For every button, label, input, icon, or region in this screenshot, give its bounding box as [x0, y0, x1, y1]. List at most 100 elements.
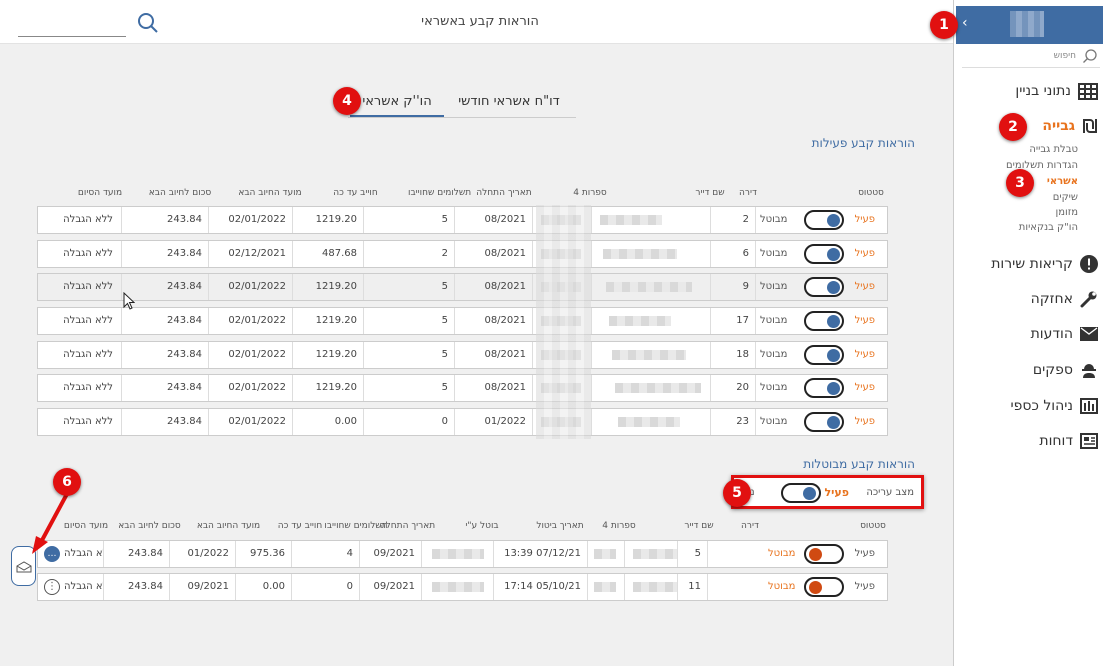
- annotation-badge: 2: [999, 113, 1027, 141]
- cell-four: [587, 541, 624, 567]
- sidebar-sub-bank[interactable]: הו"ק בנקאיות: [1018, 222, 1078, 233]
- end-date-value: ללא הגבלה: [63, 315, 113, 326]
- cell-next_amount: 243.84: [121, 274, 208, 300]
- status-toggle[interactable]: [804, 244, 844, 264]
- shekel-icon: [1083, 119, 1097, 133]
- sidebar-item-suppliers[interactable]: ספקים: [1033, 359, 1098, 381]
- send-envelope-button[interactable]: [11, 546, 36, 586]
- cell-next_date: 02/12/2021: [208, 241, 292, 267]
- status-toggle[interactable]: [804, 277, 844, 297]
- status-active-label: פעיל: [854, 281, 875, 292]
- cell-next_date: 02/01/2022: [208, 342, 292, 368]
- sidebar-sub-settings[interactable]: הגדרות תשלומים: [1006, 160, 1078, 171]
- cell-apt: 17: [710, 308, 755, 334]
- cell-start: 08/2021: [454, 274, 532, 300]
- sidebar-item-maintenance[interactable]: אחזקה: [1031, 288, 1098, 310]
- end-date-value: ללא הגבלה: [64, 548, 103, 559]
- column-header: בוטל ע"י: [465, 521, 499, 531]
- exclamation-icon: [1080, 255, 1098, 273]
- sidebar-sub-checks[interactable]: שיקים: [1052, 192, 1078, 203]
- status-toggle[interactable]: [804, 412, 844, 432]
- cell-end: ללא הגבלה⋮: [38, 409, 121, 435]
- cell-total: 1219.20: [292, 207, 363, 233]
- search-input[interactable]: [18, 36, 126, 37]
- sidebar-header[interactable]: ‹: [956, 6, 1103, 44]
- cell-start: 08/2021: [454, 375, 532, 401]
- cell-next_date: 09/2021: [169, 574, 235, 600]
- cell-total: 0.00: [292, 409, 363, 435]
- tab-monthly-report[interactable]: דו"ח אשראי חודשי: [458, 94, 560, 109]
- tenant-name-blurred: [615, 383, 701, 393]
- cell-by: [421, 574, 493, 600]
- sidebar-item-collection[interactable]: גבייה: [1042, 115, 1098, 137]
- edit-mode-toggle[interactable]: [781, 483, 821, 503]
- cell-status: פעיל מבוטל: [755, 342, 887, 368]
- table-row[interactable]: פעיל מבוטל 2 08/2021 5 1219.20 02/01/2022 243.8…: [37, 206, 888, 234]
- cell-paid: 4: [291, 541, 359, 567]
- cell-end: ללא הגבלה⋮: [38, 375, 121, 401]
- cell-start: 01/2022: [454, 409, 532, 435]
- card-digits-blurred: [594, 582, 616, 592]
- cell-name: [624, 574, 677, 600]
- tab-bar: דו"ח אשראי חודשי הו''ק אשראי: [348, 88, 576, 118]
- status-toggle[interactable]: [804, 577, 844, 597]
- status-cancelled-label: מבוטל: [760, 416, 788, 427]
- table-row[interactable]: פעיל מבוטל 18 08/2021 5 1219.20 02/01/2022 243.…: [37, 341, 888, 369]
- sidebar-item-reports[interactable]: דוחות: [1039, 430, 1098, 452]
- toggle-knob: [827, 315, 840, 328]
- chevron-left-icon[interactable]: ‹: [962, 15, 968, 31]
- search-icon[interactable]: [1082, 48, 1098, 64]
- tab-credit-orders[interactable]: הו''ק אשראי: [350, 94, 444, 117]
- cell-name: [591, 342, 710, 368]
- cell-next_date: 01/2022: [169, 541, 235, 567]
- cell-status: פעיל מבוטל: [755, 308, 887, 334]
- column-header: מועד הסיום: [77, 188, 123, 198]
- table-row[interactable]: פעיל מבוטל 20 08/2021 5 1219.20 02/01/2022 243.…: [37, 374, 888, 402]
- toggle-knob: [827, 382, 840, 395]
- search-icon[interactable]: [137, 12, 159, 34]
- table-row[interactable]: פעיל מבוטל 23 01/2022 0 0.00 02/01/2022 243.84 ל…: [37, 408, 888, 436]
- annotation-arrow: [32, 491, 70, 554]
- cell-next_amount: 243.84: [121, 375, 208, 401]
- table-row[interactable]: פעיל מבוטל 9 08/2021 5 1219.20 02/01/2022 243.8…: [37, 273, 888, 301]
- toggle-knob: [809, 548, 822, 561]
- status-cancelled-label: מבוטל: [768, 581, 796, 592]
- annotation-badge: 6: [53, 468, 81, 496]
- table-row[interactable]: פעיל מבוטל 17 08/2021 5 1219.20 02/01/2022 243.…: [37, 307, 888, 335]
- status-toggle[interactable]: [804, 311, 844, 331]
- cell-total: 487.68: [292, 241, 363, 267]
- more-options-icon[interactable]: ⋮: [44, 579, 60, 595]
- cell-end: ללא הגבלה⋮: [38, 308, 121, 334]
- table-row[interactable]: פעיל מבוטל 11 17:14 05/10/21 09/2021 0 0.00 09/…: [37, 573, 888, 601]
- sidebar-item-messages[interactable]: הודעות: [1031, 323, 1098, 345]
- cell-end: … ללא הגבלה: [38, 541, 103, 567]
- cell-name: [591, 207, 710, 233]
- status-toggle[interactable]: [804, 345, 844, 365]
- sidebar-item-finance[interactable]: ניהול כספי: [1011, 395, 1098, 417]
- end-date-value: ללא הגבלה: [64, 581, 103, 592]
- table-row[interactable]: פעיל מבוטל 5 13:39 07/12/21 09/2021 4 975.36 01…: [37, 540, 888, 568]
- sidebar-sub-credit[interactable]: אשראי: [1046, 176, 1078, 187]
- column-header: תאריך התחלה: [476, 188, 532, 198]
- sidebar-sub-table[interactable]: טבלת גבייה: [1029, 144, 1078, 155]
- sidebar-search-label: חיפוש: [1053, 51, 1076, 61]
- sidebar-search[interactable]: חיפוש: [962, 46, 1100, 68]
- end-date-value: ללא הגבלה: [63, 248, 113, 259]
- status-toggle[interactable]: [804, 544, 844, 564]
- status-toggle[interactable]: [804, 378, 844, 398]
- edit-mode-filter: מצב עריכה פעיל נעול: [731, 475, 924, 509]
- cell-next_amount: 243.84: [103, 541, 169, 567]
- column-header: 4 ספרות: [602, 521, 636, 531]
- sidebar-sub-cash[interactable]: מזומן: [1055, 207, 1079, 218]
- toggle-knob: [809, 581, 822, 594]
- more-options-icon[interactable]: …: [44, 546, 60, 562]
- cell-status: פעיל מבוטל: [755, 375, 887, 401]
- sidebar-item-building[interactable]: נתוני בניין: [1015, 80, 1098, 102]
- table-row[interactable]: פעיל מבוטל 6 08/2021 2 487.68 02/12/2021 243.84…: [37, 240, 888, 268]
- sidebar-item-service[interactable]: קריאות שירות: [991, 253, 1098, 275]
- status-toggle[interactable]: [804, 210, 844, 230]
- cell-start: 08/2021: [454, 241, 532, 267]
- cell-paid: 0: [291, 574, 359, 600]
- cell-status: פעיל מבוטל: [707, 541, 887, 567]
- annotation-badge: 4: [333, 87, 361, 115]
